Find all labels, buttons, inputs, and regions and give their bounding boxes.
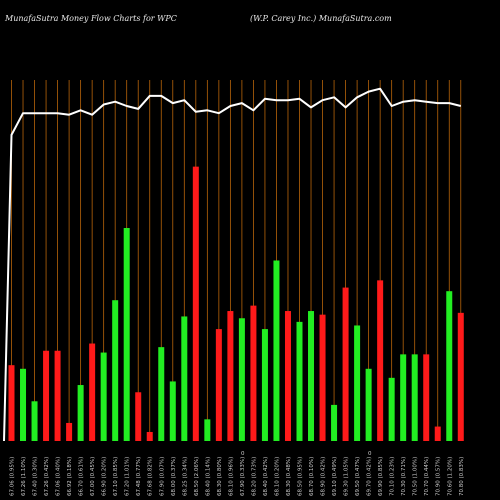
x-tick-label: 69.10 (0.49%) (332, 457, 338, 496)
money-flow-bar (89, 343, 96, 441)
x-axis-labels: 67.06 (0.95%) 67.26 (1.10%) 67.40 (0.30%) 6… (10, 451, 465, 496)
x-tick-label: 66.92 (0.18%) (67, 457, 73, 496)
x-tick-label: 66.70 (0.61%) (79, 457, 85, 496)
money-flow-bar (123, 228, 130, 441)
x-tick-label: 68.25 (0.34%) (182, 457, 188, 496)
x-tick-label: 70.90 (0.57%) (436, 457, 442, 496)
money-flow-bar (388, 377, 395, 441)
price-line (3, 87, 462, 442)
money-flow-bar (284, 311, 291, 441)
x-tick-label: 68.40 (0.42%) (263, 457, 269, 496)
money-flow-bar (296, 321, 303, 441)
money-flow-bar (31, 401, 38, 441)
money-flow-bar (77, 385, 84, 441)
x-tick-label: 70.10 (0.23%) (390, 457, 396, 496)
x-tick-label: 68.10 (0.96%) (228, 457, 234, 496)
money-flow-bar (66, 422, 73, 441)
money-flow-bar (331, 404, 338, 441)
x-tick-label: 68.70 (0.10%) (309, 457, 315, 496)
money-flow-bar (135, 392, 142, 441)
money-flow-bar (319, 314, 326, 441)
x-tick-label: 67.48 (0.77%) (136, 457, 142, 496)
x-tick-label: 70.50 (1.00%) (413, 457, 419, 496)
x-tick-label: 67.06 (0.95%) (10, 457, 16, 496)
x-tick-label: 67.26 (0.42%) (44, 457, 50, 496)
x-tick-label: 68.40 (0.14%) (205, 457, 211, 496)
x-tick-label: 69.50 (0.47%) (355, 457, 361, 496)
x-tick-label: 68.30 (0.80%) (217, 457, 223, 496)
x-tick-label: 67.10 (0.85%) (113, 457, 119, 496)
money-flow-bar (20, 368, 27, 441)
x-tick-label: 67.90 (0.07%) (159, 457, 165, 496)
money-flow-bar (308, 311, 315, 441)
x-tick-label: 68.00 (0.37%) (171, 457, 177, 496)
x-tick-label: 66.90 (0.20%) (102, 457, 108, 496)
x-tick-label: 70.60 (1.20%) (447, 457, 453, 496)
x-tick-label: 67.68 (0.82%) (148, 457, 154, 496)
x-tick-label: 68.10 (0.20%) (274, 457, 280, 496)
money-flow-bar (112, 300, 119, 441)
money-flow-bar (400, 354, 407, 441)
money-flow-bars (8, 166, 464, 441)
money-flow-bar (457, 312, 464, 441)
money-flow-bar (434, 426, 441, 441)
x-tick-label: 67.00 (0.45%) (90, 457, 96, 496)
money-flow-bar (423, 354, 430, 441)
x-tick-label: 67.20 (1.01%) (125, 457, 131, 496)
money-flow-bar (215, 329, 222, 441)
chart-title-left: MunafaSutra Money Flow Charts for WPC (5, 14, 177, 23)
money-flow-bar (146, 431, 153, 441)
chart-title-right: (W.P. Carey Inc.) MunafaSutra.com (250, 14, 392, 23)
money-flow-bar (227, 311, 234, 441)
money-flow-bar (365, 368, 372, 441)
x-tick-label: 68.20 (0.73%) (251, 457, 257, 496)
x-tick-label: 68.90 (0.42%) (321, 457, 327, 496)
money-flow-bar (204, 419, 211, 441)
money-flow-bar (411, 354, 418, 441)
money-flow-bar (8, 365, 15, 441)
money-flow-bar (169, 381, 176, 441)
money-flow-bar (238, 318, 245, 441)
x-tick-label: 68.50 (2.06%) (194, 457, 200, 496)
x-tick-label: 69.30 (1.05%) (344, 457, 350, 496)
money-flow-bar (273, 260, 280, 441)
x-tick-label: 67.06 (0.40%) (56, 457, 62, 496)
price-line-layer (3, 87, 462, 442)
money-flow-bar (446, 291, 453, 441)
money-flow-bar (192, 166, 199, 441)
money-flow-bar (354, 325, 361, 441)
money-flow-bar (250, 305, 257, 441)
money-flow-bar (261, 329, 268, 441)
x-tick-label: 67.90 (0.33%) (240, 457, 246, 496)
label-marker: 0 (368, 451, 372, 457)
x-tick-label: 67.26 (1.10%) (21, 457, 27, 496)
money-flow-bar (181, 316, 188, 441)
x-tick-label: 70.80 (0.83%) (459, 457, 465, 496)
money-flow-bar (54, 350, 61, 441)
money-flow-bar (342, 287, 349, 441)
x-tick-label: 68.30 (0.48%) (286, 457, 292, 496)
x-tick-label: 68.50 (0.95%) (298, 457, 304, 496)
money-flow-bar (377, 280, 384, 441)
x-tick-label: 70.30 (0.71%) (401, 457, 407, 496)
label-marker: 0 (241, 451, 245, 457)
x-tick-label: 70.70 (0.44%) (424, 457, 430, 496)
money-flow-bar (158, 347, 165, 441)
money-flow-bar (100, 352, 107, 441)
x-tick-label: 67.40 (0.30%) (33, 457, 39, 496)
money-flow-bar (43, 350, 50, 441)
x-tick-label: 69.70 (0.42%) (367, 457, 373, 496)
x-tick-label: 69.90 (0.85%) (378, 457, 384, 496)
